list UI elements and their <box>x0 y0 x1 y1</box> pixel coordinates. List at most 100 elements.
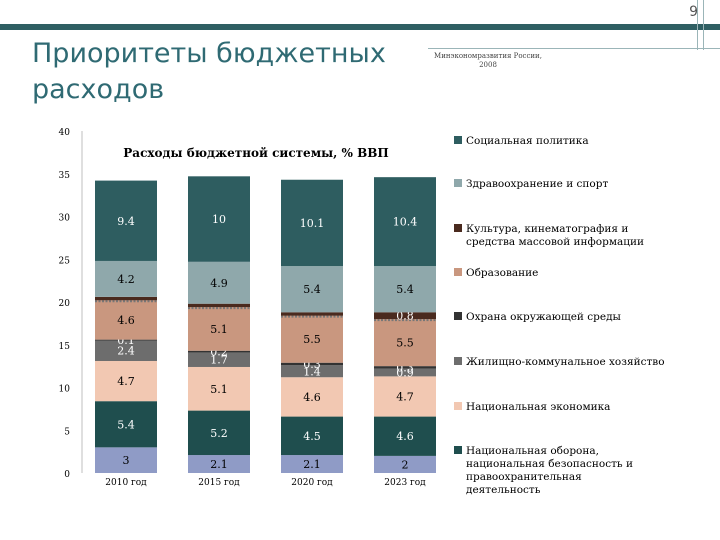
data-label: 10.4 <box>393 216 418 229</box>
data-label: 10.1 <box>300 217 325 230</box>
y-tick-label: 0 <box>64 470 70 480</box>
y-tick-label: 10 <box>59 385 71 395</box>
legend-label-line: правоохранительная <box>466 471 582 483</box>
source-note: Минэкономразвития России, 2008 <box>434 52 542 69</box>
legend-label-line: Жилищно-коммунальное хозяйство <box>466 356 665 368</box>
bar-segment <box>281 312 343 316</box>
x-tick-label: 2023 год <box>384 478 426 488</box>
bar-segment <box>281 377 343 417</box>
bar-segment <box>95 340 157 361</box>
bar-segment <box>95 447 157 473</box>
bar-segment <box>188 176 250 262</box>
legend-label: Жилищно-коммунальное хозяйство <box>466 356 665 368</box>
data-label: 5.4 <box>117 418 135 431</box>
bar-segment <box>95 360 157 402</box>
legend-label: Национальная оборона, национальная безопа… <box>466 445 633 496</box>
bar-segment <box>188 261 250 304</box>
legend-swatch <box>454 268 462 276</box>
bar-segment <box>374 416 436 456</box>
data-label: 2 <box>402 458 409 471</box>
legend-swatch <box>454 402 462 410</box>
data-label: 10 <box>212 213 226 226</box>
bar-segment <box>374 368 436 377</box>
data-label: 0.9 <box>396 367 414 380</box>
data-label: 4.7 <box>396 390 414 403</box>
data-label: 4.9 <box>210 277 228 290</box>
bar-segment <box>281 362 343 366</box>
legend-label-line: деятельность <box>466 484 541 496</box>
bar-segment <box>188 352 250 367</box>
bar-segment <box>188 410 250 456</box>
bar-segment <box>281 315 343 363</box>
data-label: 2.1 <box>210 458 228 471</box>
data-label: 4.7 <box>117 375 135 388</box>
data-label: 0.8 <box>396 310 414 323</box>
legend-label-line: Национальная экономика <box>466 401 610 413</box>
legend-label: Охрана окружающей среды <box>466 311 621 323</box>
data-label: 2.4 <box>117 345 135 358</box>
bar-segment <box>188 303 250 308</box>
y-tick-label: 40 <box>59 128 71 138</box>
data-label: 4.6 <box>396 430 414 443</box>
legend-label-line: Образование <box>466 267 538 279</box>
bar-segment <box>281 179 343 267</box>
header-separator <box>428 48 720 49</box>
bar-segment <box>188 307 250 351</box>
bar-segment <box>95 296 157 301</box>
legend-label-line: Социальная политика <box>466 135 589 147</box>
x-tick-label: 2010 год <box>105 478 147 488</box>
bar-segment <box>95 260 157 297</box>
header-bar <box>0 24 720 30</box>
data-label: 9.4 <box>117 215 135 228</box>
data-label: 5.5 <box>396 337 414 350</box>
slide-number: 9 <box>689 4 698 20</box>
legend-label: Здравоохранение и спорт <box>466 178 608 190</box>
legend-label-line: средства массовой информации <box>466 236 644 248</box>
x-tick-label: 2015 год <box>198 478 240 488</box>
bar-segment <box>95 339 157 341</box>
bar-segment <box>188 350 250 353</box>
data-label: 1.4 <box>303 365 321 378</box>
bar-segment <box>374 376 436 417</box>
legend-swatch <box>454 224 462 232</box>
data-label: 4.2 <box>117 273 135 286</box>
data-label: 1.7 <box>210 354 228 367</box>
legend-swatch <box>454 357 462 365</box>
legend-label: Образование <box>466 267 538 279</box>
data-label: 5.4 <box>396 283 414 296</box>
bar-segment <box>374 266 436 313</box>
y-tick-label: 20 <box>59 299 71 309</box>
bar-segment <box>374 177 436 267</box>
data-label: 4.5 <box>303 430 321 443</box>
legend-label: Культура, кинематография и средства массо… <box>466 223 644 248</box>
bar-segment <box>374 312 436 320</box>
header-divider <box>697 0 698 50</box>
bar-segment <box>95 180 157 261</box>
data-label: 5.5 <box>303 333 321 346</box>
legend-label-line: Национальная оборона, <box>466 445 599 457</box>
bar-segment <box>374 455 436 473</box>
legend-label-line: Здравоохранение и спорт <box>466 178 608 190</box>
chart-title: Расходы бюджетной системы, % ВВП <box>123 146 388 160</box>
bar-segment <box>374 319 436 367</box>
data-label: 5.1 <box>210 383 228 396</box>
legend-label-line: Культура, кинематография и <box>466 223 628 235</box>
data-label: 5.4 <box>303 283 321 296</box>
data-label: 4.6 <box>117 314 135 327</box>
bar-segment <box>281 455 343 473</box>
legend-label: Социальная политика <box>466 135 589 147</box>
legend-swatch <box>454 446 462 454</box>
legend-swatch <box>454 136 462 144</box>
y-tick-label: 5 <box>64 427 70 437</box>
header-divider <box>703 0 704 50</box>
data-label: 3 <box>123 454 130 467</box>
bar-segment <box>374 366 436 369</box>
y-tick-label: 25 <box>59 256 71 266</box>
bar-segment <box>95 401 157 448</box>
data-label: 4.6 <box>303 391 321 404</box>
data-label: 2.1 <box>303 458 321 471</box>
legend-swatch <box>454 179 462 187</box>
bar-segment <box>95 300 157 340</box>
data-label: 5.1 <box>210 323 228 336</box>
